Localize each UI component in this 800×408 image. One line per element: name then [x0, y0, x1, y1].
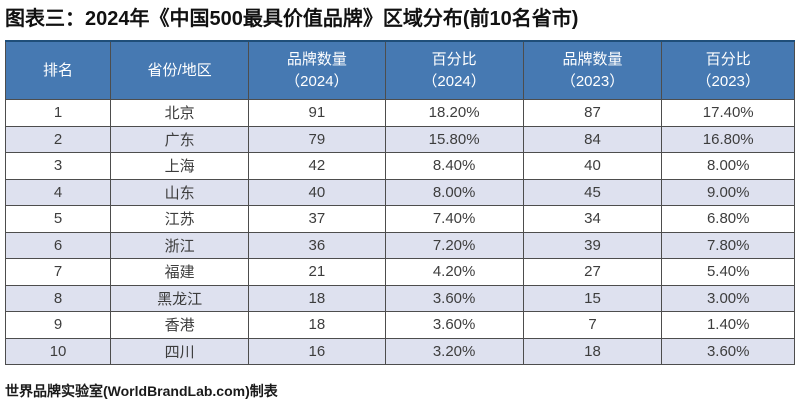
table-body: 1 北京 91 18.20% 87 17.40% 2 广东 79 15.80% 84 16.80% 3 上… [4, 99, 795, 365]
brand-count-2023-cell: 84 [522, 125, 663, 153]
province-cell: 四川 [110, 337, 250, 365]
brand-distribution-table: 排名 省份/地区 品牌数量 （2024） 百分比 （2024） 品牌数量 （2023） 百分比 （… [4, 40, 795, 365]
percentage-2023-cell: 9.00% [661, 178, 795, 206]
percentage-2023-cell: 6.80% [661, 205, 795, 233]
rank-cell: 1 [4, 99, 112, 127]
percentage-2024-cell: 4.20% [384, 258, 524, 286]
column-header-line: （2023） [560, 72, 625, 90]
brand-count-2023-cell: 7 [522, 311, 663, 339]
column-header-line: （2023） [696, 72, 760, 90]
percentage-2023-cell: 5.40% [661, 258, 795, 286]
brand-count-2024-cell: 18 [248, 311, 386, 339]
brand-count-2024-cell: 16 [248, 337, 386, 365]
province-cell: 江苏 [110, 205, 250, 233]
percentage-2024-cell: 15.80% [384, 125, 524, 153]
column-header-line: 百分比 [705, 50, 751, 68]
page-title: 图表三：2024年《中国500最具价值品牌》区域分布(前10名省市) [5, 8, 579, 30]
province-cell: 黑龙江 [110, 284, 250, 312]
table-row: 3 上海 42 8.40% 40 8.00% [4, 152, 795, 180]
percentage-2024-cell: 3.60% [384, 284, 524, 312]
table-header-row: 排名 省份/地区 品牌数量 （2024） 百分比 （2024） 品牌数量 （2023） 百分比 （… [4, 40, 795, 100]
percentage-2023-cell: 3.60% [661, 337, 795, 365]
column-header-brand-count-2024: 品牌数量 （2024） [248, 40, 386, 100]
table-row: 6 浙江 36 7.20% 39 7.80% [4, 231, 795, 259]
rank-cell: 5 [4, 205, 112, 233]
percentage-2024-cell: 8.00% [384, 178, 524, 206]
rank-cell: 9 [4, 311, 112, 339]
brand-count-2024-cell: 40 [248, 178, 386, 206]
brand-count-2024-cell: 18 [248, 284, 386, 312]
percentage-2024-cell: 7.40% [384, 205, 524, 233]
table-header: 排名 省份/地区 品牌数量 （2024） 百分比 （2024） 品牌数量 （2023） 百分比 （… [4, 40, 795, 100]
column-header-line: 品牌数量 [562, 50, 623, 68]
percentage-2023-cell: 3.00% [661, 284, 795, 312]
table-row: 9 香港 18 3.60% 7 1.40% [4, 311, 795, 339]
province-cell: 北京 [110, 99, 250, 127]
percentage-2024-cell: 7.20% [384, 231, 524, 259]
brand-count-2023-cell: 27 [522, 258, 663, 286]
table-row: 5 江苏 37 7.40% 34 6.80% [4, 205, 795, 233]
column-header-percentage-2023: 百分比 （2023） [661, 40, 795, 100]
column-header-line: （2024） [422, 72, 486, 90]
column-header-percentage-2024: 百分比 （2024） [384, 40, 524, 100]
column-header-line: 省份/地区 [147, 61, 212, 79]
column-header-line: （2024） [285, 72, 349, 90]
percentage-2023-cell: 7.80% [661, 231, 795, 259]
percentage-2023-cell: 17.40% [661, 99, 795, 127]
percentage-2024-cell: 3.20% [384, 337, 524, 365]
percentage-2024-cell: 8.40% [384, 152, 524, 180]
brand-count-2023-cell: 39 [522, 231, 663, 259]
province-cell: 浙江 [110, 231, 250, 259]
brand-count-2023-cell: 87 [522, 99, 663, 127]
column-header-rank: 排名 [4, 40, 112, 100]
brand-count-2023-cell: 15 [522, 284, 663, 312]
column-header-brand-count-2023: 品牌数量 （2023） [522, 40, 663, 100]
percentage-2023-cell: 16.80% [661, 125, 795, 153]
rank-cell: 10 [4, 337, 112, 365]
table-row: 7 福建 21 4.20% 27 5.40% [4, 258, 795, 286]
rank-cell: 7 [4, 258, 112, 286]
table-row: 2 广东 79 15.80% 84 16.80% [4, 125, 795, 153]
province-cell: 山东 [110, 178, 250, 206]
rank-cell: 4 [4, 178, 112, 206]
province-cell: 福建 [110, 258, 250, 286]
percentage-2023-cell: 8.00% [661, 152, 795, 180]
province-cell: 上海 [110, 152, 250, 180]
brand-count-2024-cell: 36 [248, 231, 386, 259]
brand-count-2023-cell: 34 [522, 205, 663, 233]
table-row: 10 四川 16 3.20% 18 3.60% [4, 337, 795, 365]
table-row: 8 黑龙江 18 3.60% 15 3.00% [4, 284, 795, 312]
rank-cell: 8 [4, 284, 112, 312]
rank-cell: 6 [4, 231, 112, 259]
percentage-2023-cell: 1.40% [661, 311, 795, 339]
brand-count-2023-cell: 18 [522, 337, 663, 365]
province-cell: 香港 [110, 311, 250, 339]
rank-cell: 2 [4, 125, 112, 153]
column-header-line: 品牌数量 [286, 50, 347, 68]
brand-count-2024-cell: 42 [248, 152, 386, 180]
table-row: 4 山东 40 8.00% 45 9.00% [4, 178, 795, 206]
brand-count-2024-cell: 79 [248, 125, 386, 153]
column-header-province: 省份/地区 [110, 40, 250, 100]
brand-count-2023-cell: 45 [522, 178, 663, 206]
rank-cell: 3 [4, 152, 112, 180]
table-row: 1 北京 91 18.20% 87 17.40% [4, 99, 795, 127]
column-header-line: 百分比 [431, 50, 477, 68]
brand-count-2024-cell: 37 [248, 205, 386, 233]
province-cell: 广东 [110, 125, 250, 153]
source-credit: 世界品牌实验室(WorldBrandLab.com)制表 [5, 383, 278, 399]
brand-count-2024-cell: 21 [248, 258, 386, 286]
percentage-2024-cell: 18.20% [384, 99, 524, 127]
brand-count-2024-cell: 91 [248, 99, 386, 127]
percentage-2024-cell: 3.60% [384, 311, 524, 339]
brand-count-2023-cell: 40 [522, 152, 663, 180]
column-header-line: 排名 [43, 61, 74, 79]
